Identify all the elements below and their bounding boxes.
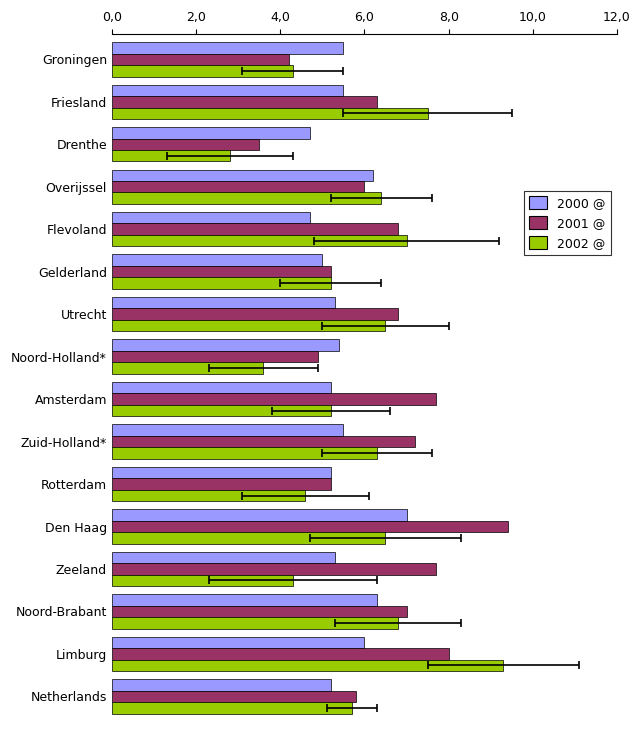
Bar <box>112 96 377 108</box>
Bar <box>112 254 322 266</box>
Bar <box>112 563 436 575</box>
Bar <box>112 690 356 702</box>
Bar <box>112 436 415 447</box>
Bar <box>112 277 331 289</box>
Bar <box>112 139 259 150</box>
Bar <box>112 660 503 671</box>
Bar <box>112 212 309 224</box>
Bar <box>112 108 428 119</box>
Bar <box>112 637 365 648</box>
Bar <box>112 224 398 235</box>
Bar <box>112 479 331 490</box>
Bar <box>112 490 306 501</box>
Bar <box>112 575 293 586</box>
Bar <box>112 532 385 544</box>
Bar <box>112 181 365 193</box>
Bar <box>112 447 377 459</box>
Bar <box>112 509 406 520</box>
Bar <box>112 235 406 246</box>
Bar <box>112 297 335 309</box>
Bar <box>112 84 343 96</box>
Bar <box>112 65 293 76</box>
Bar <box>112 394 436 405</box>
Bar <box>112 193 381 204</box>
Bar <box>112 266 331 277</box>
Bar <box>112 467 331 479</box>
Bar <box>112 617 398 629</box>
Bar <box>112 42 343 54</box>
Bar <box>112 54 289 65</box>
Bar <box>112 309 398 320</box>
Bar <box>112 605 406 617</box>
Legend: 2000 @, 2001 @, 2002 @: 2000 @, 2001 @, 2002 @ <box>524 191 611 255</box>
Bar <box>112 382 331 394</box>
Bar <box>112 320 385 331</box>
Bar <box>112 362 263 374</box>
Bar <box>112 552 335 563</box>
Bar <box>112 679 331 690</box>
Bar <box>112 648 449 660</box>
Bar <box>112 127 309 139</box>
Bar <box>112 405 331 416</box>
Bar <box>112 351 318 362</box>
Bar <box>112 424 343 436</box>
Bar <box>112 150 230 161</box>
Bar <box>112 169 373 181</box>
Bar <box>112 594 377 605</box>
Bar <box>112 702 352 714</box>
Bar <box>112 520 508 532</box>
Bar <box>112 339 339 351</box>
